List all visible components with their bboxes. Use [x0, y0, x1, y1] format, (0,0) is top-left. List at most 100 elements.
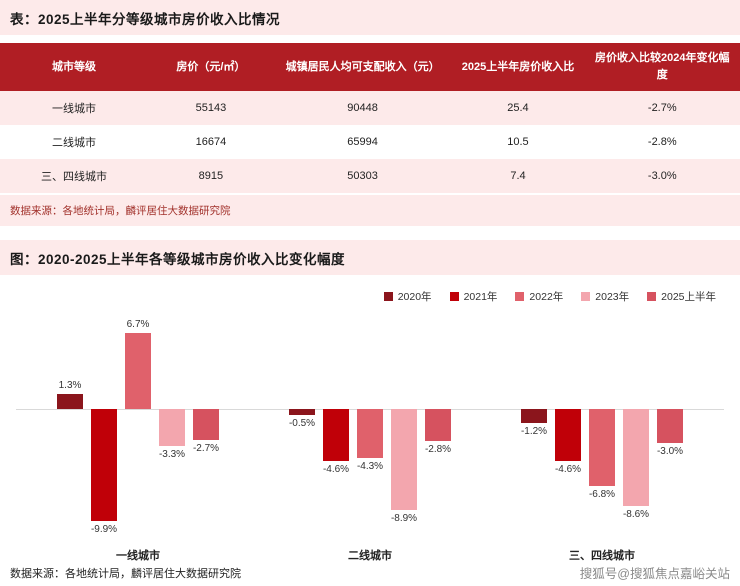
column-header: 房价收入比较2024年变化幅度: [584, 43, 740, 92]
bar: [391, 409, 417, 510]
legend-swatch: [647, 291, 657, 301]
chart-legend: 2020年 2021年 2022年 2023年 2025上半年: [14, 287, 726, 305]
table-cell: 三、四线城市: [41, 171, 107, 184]
bar-slot: -3.0%: [657, 315, 683, 540]
bar-value-label: -2.7%: [192, 442, 220, 454]
bar-slot: -4.6%: [323, 315, 349, 540]
table-cell: 55143: [195, 102, 227, 115]
bar-slot: -2.8%: [425, 315, 451, 540]
bar-slot: -1.2%: [521, 315, 547, 540]
table-row: 二线城市 16674 65994 10.5 -2.8%: [0, 125, 740, 160]
bar-slot: -8.6%: [623, 315, 649, 540]
table-cell: 二线城市: [52, 137, 96, 150]
bar: [357, 409, 383, 458]
table-cell: 一线城市: [52, 103, 96, 116]
bar: [57, 394, 83, 410]
column-header: 房价（元/㎡）: [148, 43, 274, 92]
legend-item: 2023年: [581, 289, 629, 304]
bar: [193, 409, 219, 440]
table-cell: -3.0%: [647, 170, 677, 183]
price-income-table: 城市等级 房价（元/㎡） 城镇居民人均可支配收入（元） 2025上半年房价收入比 房价收…: [0, 43, 740, 194]
bar-group: -0.5% -4.6% -4.3% -8.9% -2.8% 二线城市: [289, 315, 451, 563]
legend-label: 2022年: [529, 290, 564, 303]
bar-value-label: -9.9%: [90, 523, 118, 535]
bars-row: -0.5% -4.6% -4.3% -8.9% -2.8%: [289, 315, 451, 540]
watermark: 搜狐号@搜狐焦点嘉峪关站: [579, 567, 730, 582]
bar-slot: -3.3%: [159, 315, 185, 540]
legend-label: 2020年: [397, 290, 432, 303]
bar-value-label: 6.7%: [126, 319, 150, 331]
table-cell: 65994: [347, 136, 378, 149]
table-cell: 16674: [195, 136, 227, 149]
bar-value-label: -8.6%: [622, 509, 650, 521]
category-label: 三、四线城市: [569, 550, 635, 563]
table-cell: -2.7%: [647, 102, 677, 115]
category-label: 二线城市: [348, 550, 392, 563]
bar-slot: 6.7%: [125, 315, 151, 540]
bar: [125, 333, 151, 410]
legend-label: 2025上半年: [661, 290, 716, 303]
legend-swatch: [449, 291, 459, 301]
bar: [657, 409, 683, 443]
bar-group: -1.2% -4.6% -6.8% -8.6% -3.0% 三、四线城市: [521, 315, 683, 563]
column-header: 2025上半年房价收入比: [451, 43, 585, 92]
table-cell: -2.8%: [647, 136, 677, 149]
bar-slot: -0.5%: [289, 315, 315, 540]
legend-item: 2022年: [515, 289, 563, 304]
bar-value-label: -0.5%: [288, 417, 316, 429]
legend-item: 2021年: [449, 289, 498, 304]
table-body: 一线城市 55143 90448 25.4 -2.7% 二线城市 16674 65994 10.…: [0, 91, 740, 194]
bar-slot: -4.3%: [357, 315, 383, 540]
bar: [323, 409, 349, 462]
bar: [91, 409, 117, 521]
table-cell: 50303: [347, 170, 378, 183]
bar: [521, 409, 547, 423]
bar: [623, 409, 649, 507]
table-header-row: 城市等级 房价（元/㎡） 城镇居民人均可支配收入（元） 2025上半年房价收入比 房价收…: [0, 43, 740, 92]
bar-slot: 1.3%: [57, 315, 83, 540]
legend-item: 2020年: [383, 289, 432, 304]
bar-slot: -8.9%: [391, 315, 417, 540]
category-label: 一线城市: [116, 550, 160, 563]
legend-label: 2023年: [595, 290, 630, 303]
bar: [159, 409, 185, 447]
table-cell: 7.4: [510, 170, 526, 183]
bar-value-label: -8.9%: [390, 512, 418, 524]
table-cell: 25.4: [507, 102, 529, 115]
table-cell: 8915: [198, 170, 224, 183]
table-cell: 90448: [347, 102, 378, 115]
bar-value-label: -3.0%: [656, 445, 684, 457]
chart-source: 数据来源：各地统计局，麟评居住大数据研究院: [10, 567, 241, 580]
column-header: 城市等级: [0, 43, 148, 92]
bar-value-label: -4.6%: [322, 464, 350, 476]
table-cell: 10.5: [507, 136, 529, 149]
bar-value-label: -4.6%: [554, 464, 582, 476]
chart-plot: 1.3% -9.9% 6.7% -3.3% -2.7% 一线城市 -0.5% -4.6% -4.…: [14, 315, 726, 563]
table-row: 三、四线城市 8915 50303 7.4 -3.0%: [0, 159, 740, 194]
legend-label: 2021年: [463, 290, 498, 303]
column-header: 城镇居民人均可支配收入（元）: [273, 43, 452, 92]
bar-group: 1.3% -9.9% 6.7% -3.3% -2.7% 一线城市: [57, 315, 219, 563]
bar-value-label: -3.3%: [158, 449, 186, 461]
chart-section-title: 图：2020-2025上半年各等级城市房价收入比变化幅度: [0, 240, 740, 276]
bar: [289, 409, 315, 415]
table-source: 数据来源：各地统计局，麟评居住大数据研究院: [0, 195, 740, 227]
bar-value-label: -2.8%: [424, 443, 452, 455]
bars-row: 1.3% -9.9% 6.7% -3.3% -2.7%: [57, 315, 219, 540]
chart-plot-wrap: 1.3% -9.9% 6.7% -3.3% -2.7% 一线城市 -0.5% -4.6% -4.…: [14, 315, 726, 563]
bar-value-label: -6.8%: [588, 488, 616, 500]
legend-swatch: [581, 291, 591, 301]
bar-chart: 2020年 2021年 2022年 2023年 2025上半年 1.3% -9.9% 6.7…: [0, 275, 740, 563]
bar-value-label: -4.3%: [356, 460, 384, 472]
table-section-title: 表：2025上半年分等级城市房价收入比情况: [0, 0, 740, 35]
bar-value-label: -1.2%: [520, 425, 548, 437]
bar-slot: -2.7%: [193, 315, 219, 540]
bar: [555, 409, 581, 462]
legend-swatch: [515, 291, 525, 301]
footer: 数据来源：各地统计局，麟评居住大数据研究院 搜狐号@搜狐焦点嘉峪关站: [0, 563, 740, 586]
bar-slot: -6.8%: [589, 315, 615, 540]
bar-slot: -9.9%: [91, 315, 117, 540]
bar: [589, 409, 615, 486]
legend-swatch: [383, 291, 393, 301]
